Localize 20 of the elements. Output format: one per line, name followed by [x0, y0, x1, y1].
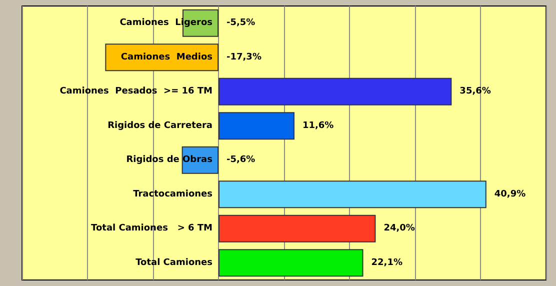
data-label: 22,1% [371, 258, 402, 268]
bar [218, 78, 452, 106]
data-label: 11,6% [302, 120, 334, 131]
data-label: -5,5% [226, 18, 256, 28]
bar [218, 112, 294, 140]
y-tick-label: Camiones Medios [120, 52, 212, 62]
data-label: 35,6% [460, 86, 491, 97]
bar [218, 214, 376, 242]
data-label: 24,0% [384, 224, 415, 234]
data-label: 40,9% [494, 189, 526, 200]
bar [218, 180, 486, 208]
y-tick-label: Total Camiones [136, 258, 212, 268]
y-tick-label: Camiones Pesados >= 16 TM [60, 86, 213, 97]
y-tick-label: Rigidos de Carretera [108, 120, 212, 131]
y-tick-label: Tractocamiones [133, 189, 212, 200]
data-label: -17,3% [226, 52, 262, 62]
data-label: -5,6% [226, 155, 256, 166]
bar [218, 249, 364, 277]
y-tick-label: Total Camiones > 6 TM [91, 224, 213, 234]
y-tick-label: Rigidos de Obras [126, 155, 212, 166]
